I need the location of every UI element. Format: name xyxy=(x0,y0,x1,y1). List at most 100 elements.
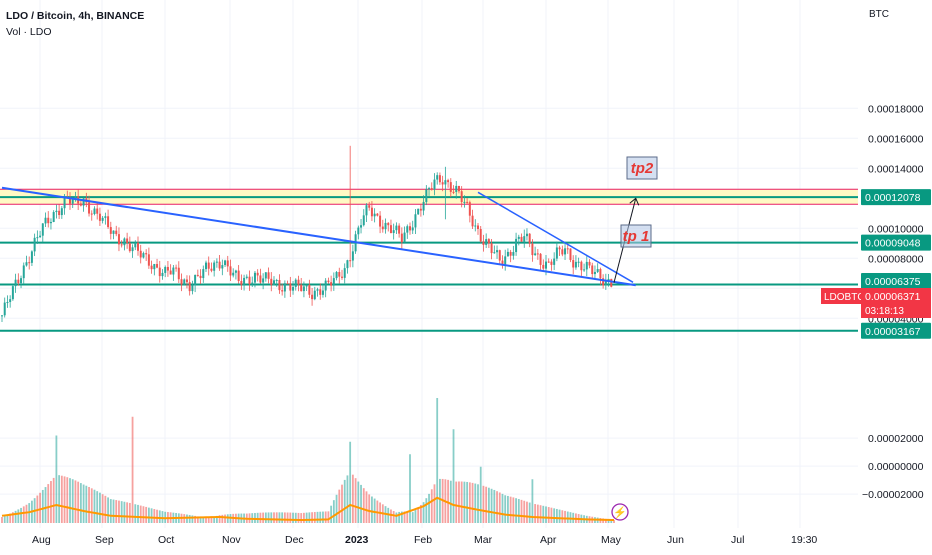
volume-bar xyxy=(422,502,425,523)
volume-bar xyxy=(305,512,308,523)
volume-bar xyxy=(85,485,88,523)
candle-body xyxy=(471,215,474,227)
volume-bar xyxy=(343,479,346,523)
candle-body xyxy=(457,185,460,192)
candle-body xyxy=(185,279,188,283)
volume-bar xyxy=(512,497,515,523)
candle-body xyxy=(547,261,550,263)
candle-body xyxy=(411,227,414,231)
events-icon[interactable] xyxy=(611,503,629,521)
volume-bar xyxy=(313,512,316,523)
candle-body xyxy=(60,208,63,216)
countdown-tag: 03:18:13 xyxy=(865,306,904,317)
candle-body xyxy=(248,276,251,285)
candle-body xyxy=(79,203,82,206)
volume-bar xyxy=(52,477,55,523)
candle-body xyxy=(234,270,237,273)
volume-bar xyxy=(400,511,403,523)
candle-body xyxy=(466,201,469,203)
volume-bar xyxy=(118,500,120,523)
volume-bar xyxy=(466,481,469,523)
volume-bar xyxy=(455,481,458,523)
candle-body xyxy=(194,274,197,286)
falling-trendline[interactable] xyxy=(1,186,636,287)
volume-bar xyxy=(66,477,69,523)
candle-body xyxy=(373,213,376,217)
volume-bar xyxy=(60,475,63,523)
candle-body xyxy=(289,283,292,291)
candle-body xyxy=(585,261,588,270)
candle-body xyxy=(98,213,101,221)
candle-body xyxy=(498,250,501,261)
volume-bar xyxy=(539,505,542,523)
candle-body xyxy=(444,180,447,185)
volume-bar xyxy=(207,517,210,523)
volume-bar xyxy=(131,416,134,523)
candle-body xyxy=(474,225,477,227)
volume-bar xyxy=(526,501,528,523)
candle-body xyxy=(517,236,520,239)
volume-bar xyxy=(395,512,398,523)
candle-body xyxy=(604,280,607,286)
candle-body xyxy=(88,202,91,214)
volume-bar xyxy=(545,506,547,523)
volume-bar xyxy=(458,481,460,523)
candle-body xyxy=(555,247,558,259)
tp2-annotation-label: tp2 xyxy=(631,160,654,177)
candle-body xyxy=(438,175,441,183)
time-axis-label: 2023 xyxy=(345,534,369,546)
volume-bar xyxy=(191,515,194,523)
currency-label: BTC xyxy=(869,9,889,20)
volume-bar xyxy=(55,435,58,523)
candle-body xyxy=(107,216,110,228)
tp2-annotation-box[interactable] xyxy=(626,156,658,180)
candle-body xyxy=(509,251,512,256)
candle-body xyxy=(275,280,278,282)
volume-bar xyxy=(221,514,224,523)
candle-body xyxy=(240,281,243,285)
candle-body xyxy=(520,236,523,242)
candle-body xyxy=(512,252,515,256)
volume-bar xyxy=(447,479,449,523)
candle-body xyxy=(58,210,61,216)
candle-body xyxy=(63,197,66,209)
candle-body xyxy=(602,278,605,286)
candle-body xyxy=(490,243,493,254)
candle-body xyxy=(224,260,227,266)
volume-bar xyxy=(569,512,572,523)
candle-body xyxy=(142,253,145,258)
volume-bar xyxy=(161,511,164,523)
candle-body xyxy=(564,248,567,255)
candle-body xyxy=(221,265,224,269)
candle-body xyxy=(599,269,602,279)
volume-bar xyxy=(156,509,158,523)
volume-bar xyxy=(411,512,414,523)
volume-bar xyxy=(47,484,50,523)
volume-bar xyxy=(468,482,471,523)
volume-bar xyxy=(327,511,330,523)
volume-bar xyxy=(371,496,373,523)
volume-bar xyxy=(153,509,156,523)
candle-body xyxy=(539,253,542,265)
volume-bar xyxy=(11,512,14,523)
volume-bar xyxy=(9,513,12,523)
candle-body xyxy=(30,251,33,263)
volume-bar xyxy=(194,515,197,523)
lightning-icon: ⚡ xyxy=(613,506,627,519)
candle-body xyxy=(430,188,433,190)
volume-bar xyxy=(547,507,550,523)
tp1-annotation-box[interactable] xyxy=(620,224,652,248)
candle-body xyxy=(406,226,409,233)
candle-body xyxy=(376,213,379,216)
volume-bar xyxy=(406,511,409,523)
candle-body xyxy=(175,267,178,269)
volume-bar xyxy=(109,499,112,523)
wedge-upper-trendline[interactable] xyxy=(477,191,634,283)
candle-body xyxy=(69,197,71,204)
candle-body xyxy=(123,238,126,246)
candle-body xyxy=(131,247,134,252)
candle-body xyxy=(202,269,205,279)
candle-body xyxy=(183,279,186,285)
